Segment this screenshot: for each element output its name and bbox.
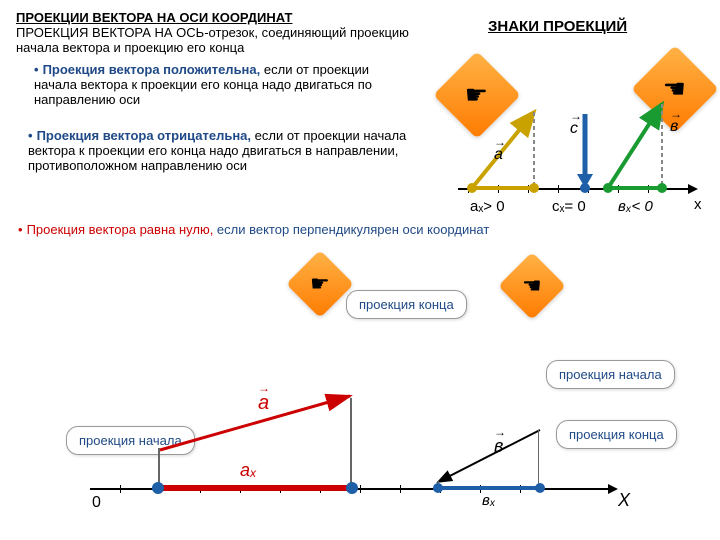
bottom-proj-a-label: аₓ [240,460,257,481]
header-block: ПРОЕКЦИИ ВЕКТОРА НА ОСИ КООРДИНАТ ПРОЕКЦ… [16,10,416,55]
bottom-proj-v-dot2 [535,483,545,493]
pointing-hand-icon: ☛ [310,271,330,297]
bottom-diagram: 0 X а аₓ в вₓ [90,380,650,520]
rule-positive: Проекция вектора положительна, если от п… [34,62,414,107]
proj-a-text: аₓ> 0 [470,198,505,215]
proj-c-dot [580,183,590,193]
rule-zero-hl: Проекция вектора равна нулю, [18,222,213,237]
proj-v-segment [608,186,662,190]
pointing-hand-icon: ☛ [522,273,542,299]
perp-v-start [538,430,539,488]
signs-title: ЗНАКИ ПРОЕКЦИЙ [488,18,627,35]
bottom-proj-a-dot2 [346,482,358,494]
vector-v-label: в [670,118,678,136]
label-proj-konca-1: проекция конца [346,290,467,319]
proj-v-dot2 [657,183,667,193]
bottom-axis-label: X [618,490,630,511]
hand-box-mid-left: ☛ [286,250,354,318]
proj-c-text: сₓ= 0 [552,198,586,215]
page-title: ПРОЕКЦИИ ВЕКТОРА НА ОСИ КООРДИНАТ [16,10,416,25]
proj-v-dot1 [603,183,613,193]
top-axis-label: x [694,196,702,213]
origin-label: 0 [92,494,101,512]
vector-a-label: а [494,146,503,164]
vector-c-label: с [570,120,578,138]
rule-negative: Проекция вектора отрицательна, если от п… [28,128,428,173]
bottom-proj-v-label: вₓ [482,492,496,509]
proj-a-segment [472,186,534,190]
bottom-proj-a-bar [158,485,352,491]
proj-a-dot1 [467,183,477,193]
top-diagram: ☛ ☛ x а с в аₓ> 0 сₓ= 0 вₓ< 0 [440,50,712,230]
bottom-vector-v-label: в [494,436,503,457]
proj-v-text: вₓ< 0 [618,198,653,215]
bottom-proj-v-bar [438,486,540,490]
hand-box-mid-right: ☛ [498,252,566,320]
bottom-proj-v-dot1 [433,483,443,493]
subtitle: ПРОЕКЦИЯ ВЕКТОРА НА ОСЬ-отрезок, соединя… [16,25,416,55]
bottom-vector-a-label: а [258,392,269,415]
rule-positive-hl: Проекция вектора положительна, [34,62,260,77]
rule-negative-hl: Проекция вектора отрицательна, [28,128,251,143]
bottom-proj-a-dot1 [152,482,164,494]
perp-a-end [350,398,352,488]
proj-a-dot2 [529,183,539,193]
vector-a [468,106,548,192]
